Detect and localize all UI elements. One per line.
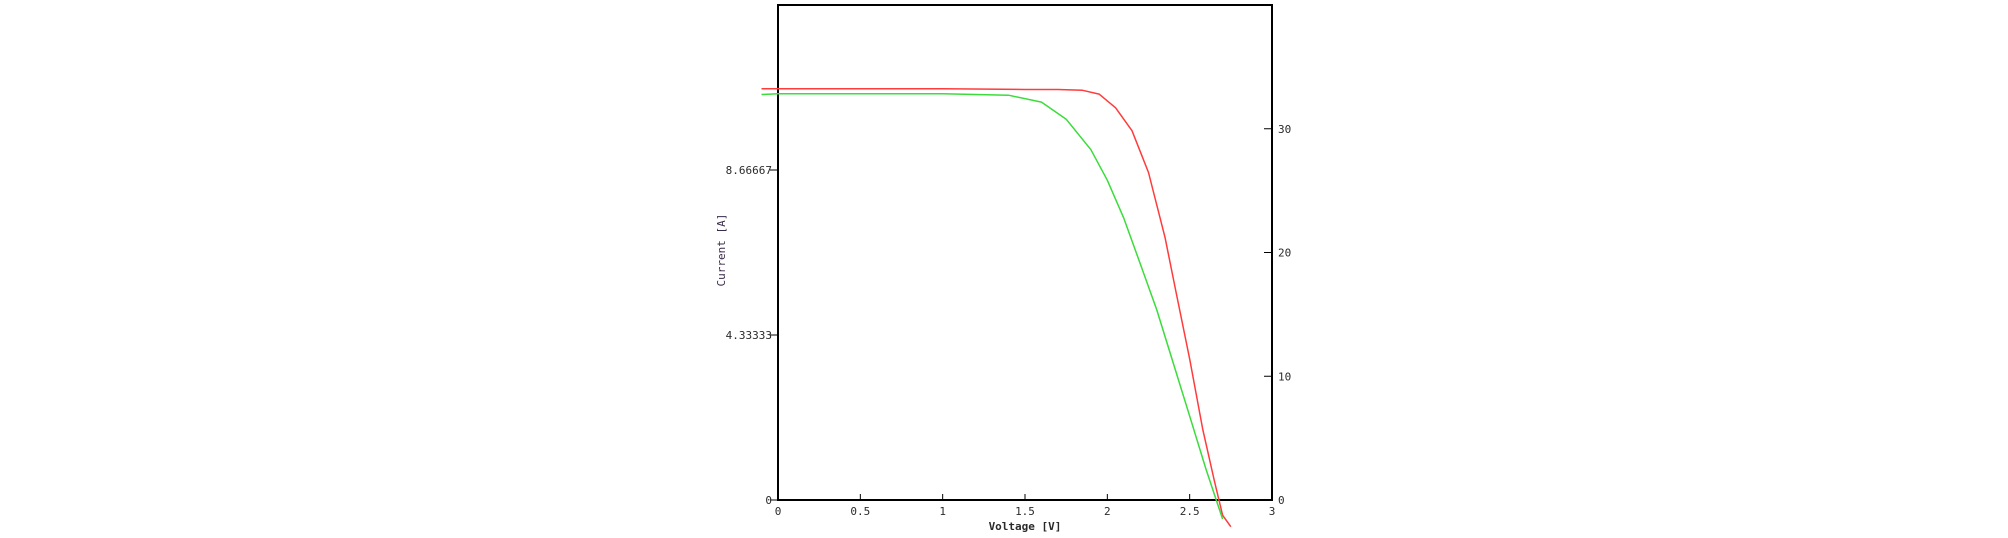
plot-border	[777, 4, 1273, 501]
series-line-1	[761, 92, 1224, 520]
left-y-tick-label: 4.33333	[726, 329, 772, 342]
plot-frame	[777, 4, 1273, 501]
y-axis-label: Current [A]	[715, 214, 728, 287]
right-y-tick-label: 10	[1278, 370, 1291, 383]
right-y-tick-label: 20	[1278, 247, 1291, 260]
right-y-tick-label: 0	[1278, 494, 1285, 507]
series-line-0	[761, 88, 1232, 528]
left-y-tick-label: 8.66667	[726, 164, 772, 177]
x-tick-label: 1.5	[1015, 505, 1035, 518]
left-y-tick-label: 0	[765, 494, 772, 507]
left-y-axis-ticks: 0 4.33333 8.66667	[726, 164, 778, 507]
x-tick-label: 1	[939, 505, 946, 518]
x-tick-label: 0	[775, 505, 782, 518]
right-y-tick-label: 30	[1278, 123, 1291, 136]
x-tick-label: 2	[1104, 505, 1111, 518]
right-y-axis-ticks: 0 10 20 30	[1264, 123, 1291, 507]
x-axis-ticks: 0 0.5 1 1.5 2 2.5 3	[775, 494, 1276, 518]
x-axis-label: Voltage [V]	[989, 520, 1062, 533]
x-tick-label: 2.5	[1180, 505, 1200, 518]
x-tick-label: 3	[1269, 505, 1276, 518]
x-tick-label: 0.5	[850, 505, 870, 518]
series-layer	[761, 88, 1232, 528]
